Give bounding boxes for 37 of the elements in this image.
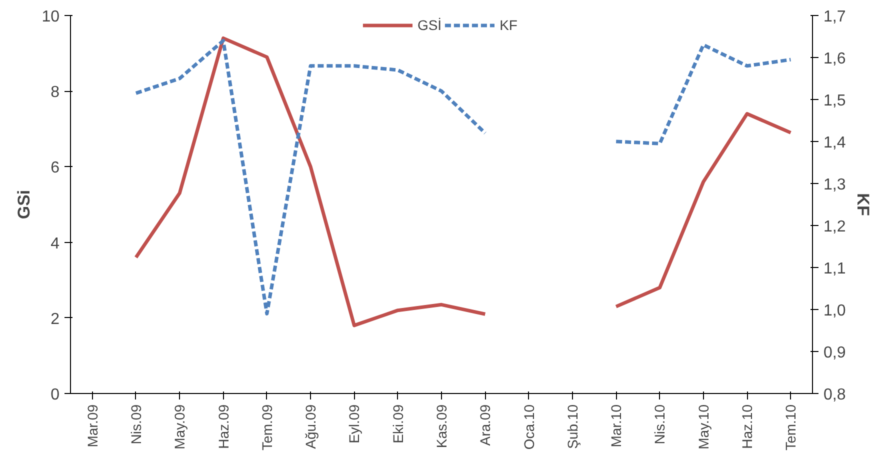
- y2-tick-label: 1,6: [824, 50, 846, 68]
- y-tick-label: 0: [50, 386, 60, 404]
- y2-tick-label: 1,7: [824, 8, 846, 26]
- y-tick-label: 8: [50, 84, 60, 102]
- x-tick-label: Oca.10: [520, 404, 537, 450]
- y2-tick-label: 1,0: [824, 302, 846, 320]
- y2-tick-label: 1,3: [824, 176, 846, 194]
- x-tick-label: Şub.10: [564, 404, 580, 449]
- y2-tick-label: 1,2: [824, 218, 846, 236]
- x-tick-label: Nis.10: [652, 404, 668, 444]
- x-tick-label: Mar.09: [84, 404, 100, 448]
- y-tick-label: 6: [50, 160, 60, 177]
- x-tick-label: Tem.09: [258, 404, 275, 450]
- x-tick-label: May.10: [695, 404, 712, 450]
- y2-axis-title: KF: [854, 193, 873, 216]
- x-tick-label: Kas.09: [434, 404, 450, 448]
- x-tick-label: Haz.10: [739, 404, 756, 449]
- x-tick-label: Ağu.09: [302, 404, 319, 449]
- x-tick-label: Eyl.09: [346, 404, 362, 444]
- x-tick-label: Eki.09: [390, 404, 406, 444]
- legend-label: GSİ: [417, 17, 442, 33]
- y2-tick-label: 1,4: [824, 134, 846, 152]
- y2-tick-label: 0,8: [824, 386, 846, 404]
- y2-tick-label: 0,9: [824, 344, 846, 362]
- x-tick-label: Mar.10: [608, 404, 624, 448]
- y-axis-title: GSi: [14, 190, 34, 220]
- x-tick-label: Haz.09: [215, 404, 232, 449]
- x-tick-label: Tem.10: [782, 404, 799, 450]
- y2-tick-label: 1,1: [824, 260, 846, 278]
- y-tick-label: 4: [50, 235, 60, 252]
- x-tick-label: May.09: [172, 404, 188, 450]
- x-tick-label: Nis.09: [128, 404, 144, 444]
- y-tick-label: 10: [42, 8, 60, 26]
- x-tick-label: Ara.09: [477, 404, 494, 446]
- y-tick-label: 2: [50, 310, 60, 328]
- y2-tick-label: 1,5: [824, 92, 846, 110]
- legend-label: KF: [500, 17, 518, 33]
